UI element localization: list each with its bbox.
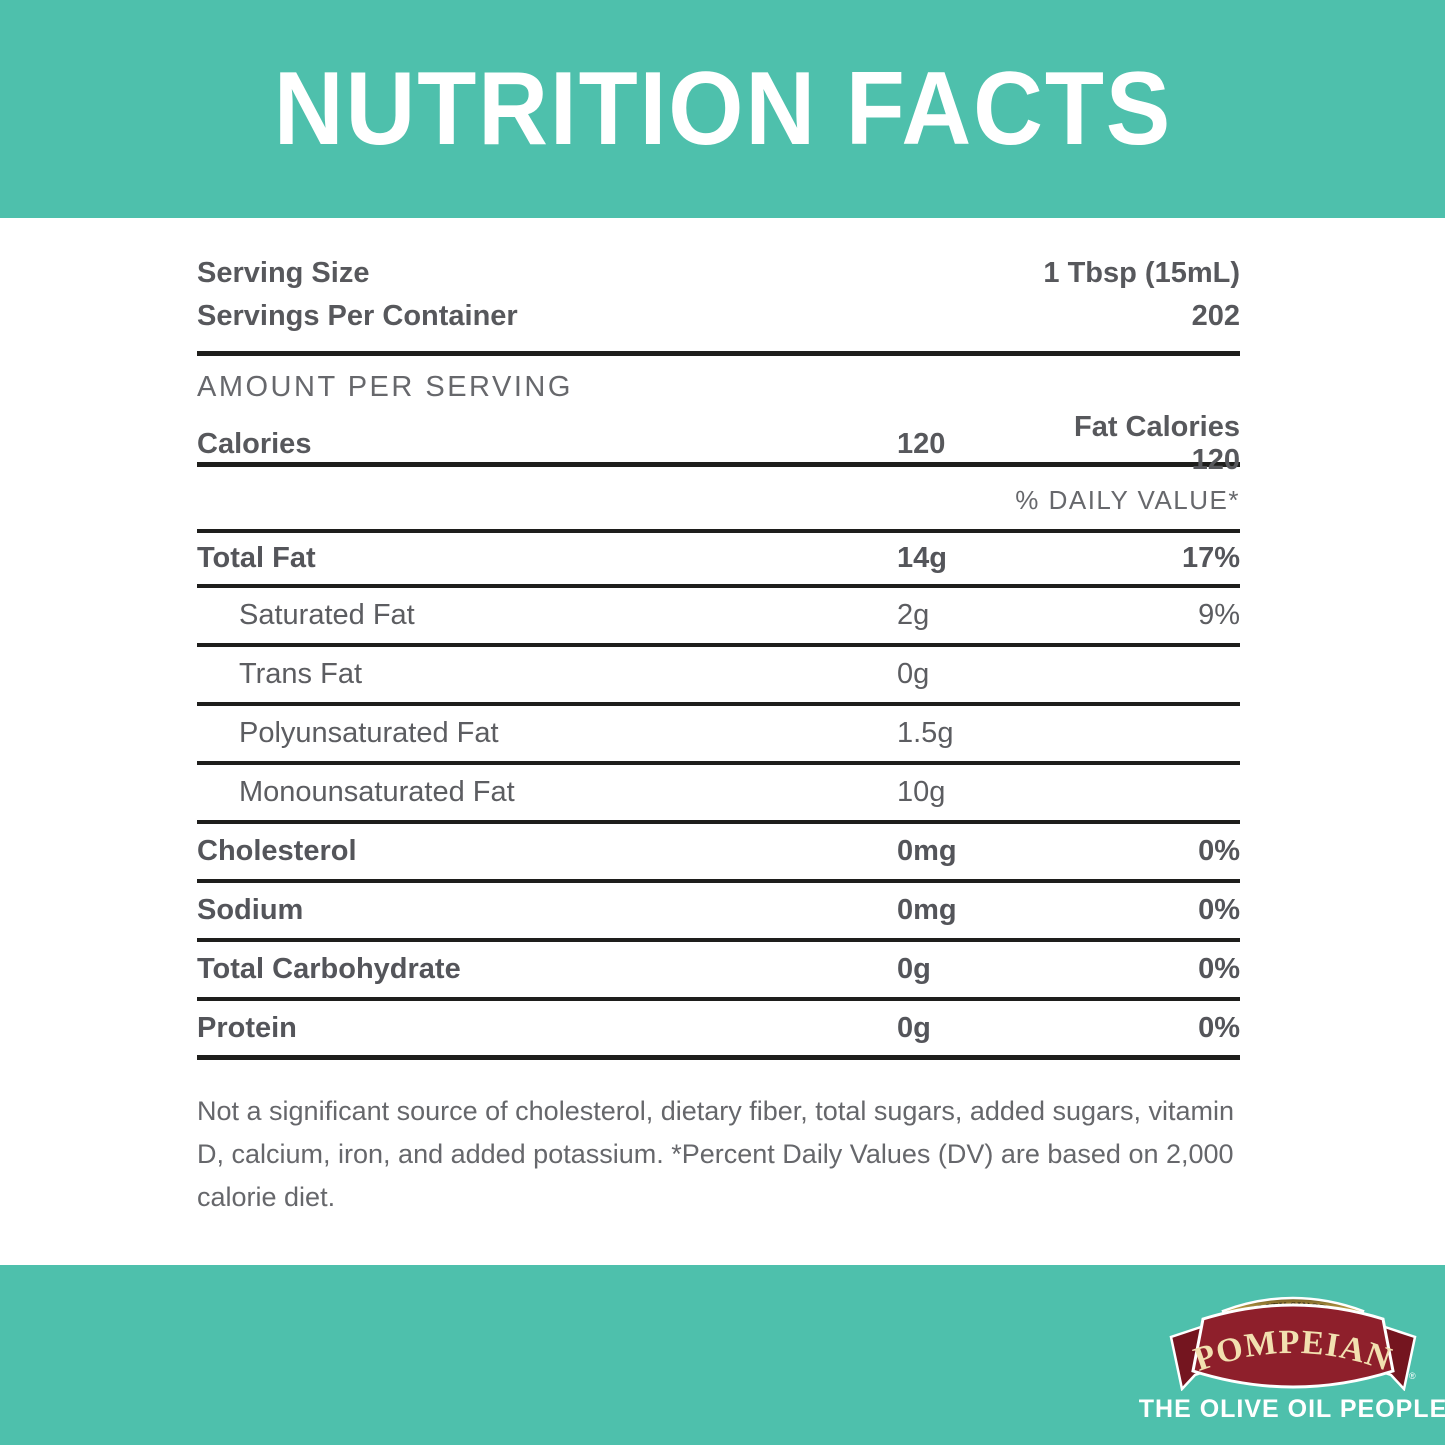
servings-per-container-label: Servings Per Container [197, 300, 518, 332]
pompeian-ribbon-icon: QUALITY SINCE 1906 POMPEIAN ® [1169, 1296, 1417, 1391]
nutrient-rows: Total Fat 14g 17% Saturated Fat 2g 9% Tr… [197, 529, 1240, 1060]
nutrient-amount: 0mg [897, 894, 957, 926]
serving-size-row: Serving Size 1 Tbsp (15mL) [197, 252, 1240, 295]
nutrient-dv: 9% [1198, 599, 1240, 631]
table-row: Monounsaturated Fat 10g [197, 765, 1240, 824]
ribbon-band [1191, 1303, 1395, 1389]
nutrient-label: Total Fat [197, 542, 316, 574]
nutrient-label: Saturated Fat [239, 599, 415, 631]
calories-label: Calories [197, 427, 312, 460]
nutrient-label: Cholesterol [197, 835, 357, 867]
nutrient-label: Polyunsaturated Fat [239, 717, 499, 749]
table-row: Saturated Fat 2g 9% [197, 588, 1240, 647]
nutrient-dv: 0% [1198, 953, 1240, 985]
label-body: Serving Size 1 Tbsp (15mL) Servings Per … [0, 218, 1445, 1265]
footnote-text: Not a significant source of cholesterol,… [197, 1096, 1235, 1212]
header-band: NUTRITION FACTS [0, 0, 1445, 218]
serving-size-label: Serving Size [197, 257, 370, 289]
nutrient-dv: 0% [1198, 835, 1240, 867]
pompeian-logo: QUALITY SINCE 1906 POMPEIAN ® THE OLIVE … [1139, 1279, 1445, 1424]
registered-mark: ® [1409, 1371, 1416, 1381]
servings-per-container-value: 202 [1191, 300, 1240, 332]
nutrient-label: Sodium [197, 894, 304, 926]
table-row: Cholesterol 0mg 0% [197, 824, 1240, 883]
footer-band: QUALITY SINCE 1906 POMPEIAN ® THE OLIVE … [0, 1265, 1445, 1445]
nutrient-label: Trans Fat [239, 658, 363, 690]
nutrient-amount: 2g [897, 599, 930, 631]
nutrient-dv: 0% [1198, 1011, 1240, 1044]
table-row: Sodium 0mg 0% [197, 883, 1240, 942]
daily-value-heading: % DAILY VALUE* [1015, 485, 1240, 515]
amount-per-serving-heading: AMOUNT PER SERVING [197, 371, 573, 403]
table-row: Trans Fat 0g [197, 647, 1240, 706]
servings-per-container-row: Servings Per Container 202 [197, 295, 1240, 338]
nutrient-amount: 10g [897, 776, 946, 808]
calories-value: 120 [897, 427, 946, 460]
fat-calories-value: Fat Calories 120 [1074, 411, 1240, 476]
nutrient-amount: 1.5g [897, 717, 954, 749]
divider [197, 462, 1240, 467]
nutrient-amount: 14g [897, 542, 947, 574]
divider [197, 351, 1240, 356]
brand-tagline: THE OLIVE OIL PEOPLE [1138, 1395, 1445, 1423]
table-row: Total Fat 14g 17% [197, 529, 1240, 588]
table-row: Total Carbohydrate 0g 0% [197, 942, 1240, 1001]
nutrient-label: Protein [197, 1011, 297, 1044]
nutrient-amount: 0g [897, 1011, 931, 1044]
nutrient-label: Monounsaturated Fat [239, 776, 515, 808]
table-row: Protein 0g 0% [197, 1001, 1240, 1060]
serving-size-value: 1 Tbsp (15mL) [1043, 257, 1240, 289]
page-title: NUTRITION FACTS [273, 50, 1172, 167]
nutrient-amount: 0mg [897, 835, 957, 867]
table-row: Polyunsaturated Fat 1.5g [197, 706, 1240, 765]
nutrient-amount: 0g [897, 953, 931, 985]
calories-row: Calories 120 Fat Calories 120 [197, 411, 1240, 476]
nutrient-dv: 17% [1181, 542, 1240, 574]
nutrient-dv: 0% [1198, 894, 1240, 926]
nutrient-label: Total Carbohydrate [197, 953, 461, 985]
nutrient-amount: 0g [897, 658, 930, 690]
